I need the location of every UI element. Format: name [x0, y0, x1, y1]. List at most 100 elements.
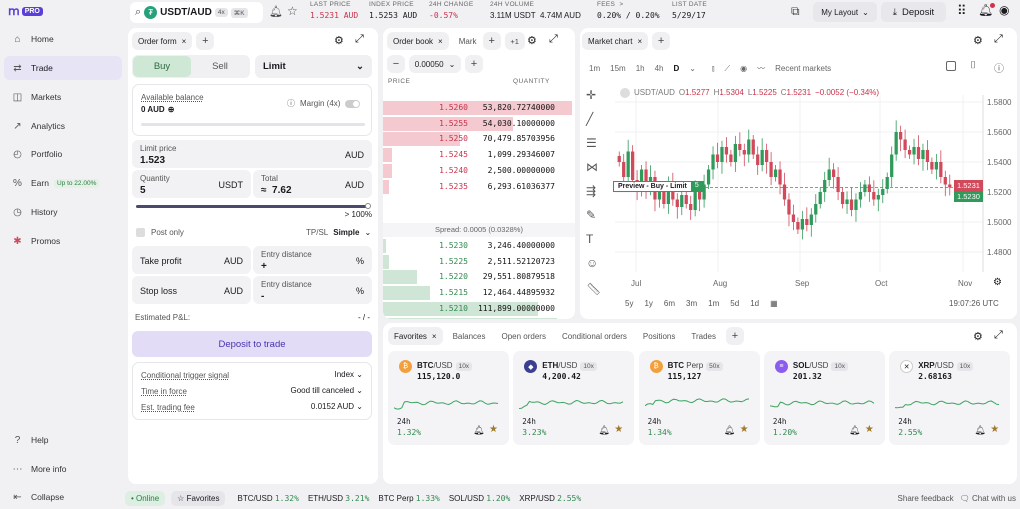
- layout-icon[interactable]: ⧉: [791, 4, 800, 18]
- tif-select[interactable]: Good till canceled ⌄: [290, 386, 363, 395]
- gear-icon[interactable]: ⚙: [527, 35, 537, 47]
- star-icon[interactable]: ★: [739, 424, 749, 435]
- close-icon[interactable]: ×: [438, 36, 443, 46]
- prediction-icon[interactable]: ⇶: [586, 184, 597, 198]
- favorite-card[interactable]: ₿ BTC/USD 10x 115,120.0 24h 1.32% 🔔︎ ★: [388, 351, 509, 445]
- tab-open-orders[interactable]: Open orders: [496, 327, 552, 345]
- ticker-item[interactable]: BTC/USD 1.32%: [237, 494, 298, 503]
- compare-icon[interactable]: 〰: [757, 64, 766, 73]
- ticker-item[interactable]: BTC Perp 1.33%: [378, 494, 439, 503]
- sidebar-item-history[interactable]: ◷ History: [4, 200, 122, 224]
- more-tabs-button[interactable]: +1: [504, 32, 525, 50]
- star-icon[interactable]: ☆: [287, 4, 298, 18]
- expand-icon[interactable]: ⤢: [994, 33, 1003, 45]
- gear-icon[interactable]: ⚙: [334, 35, 344, 47]
- bell-icon[interactable]: 🔔︎: [723, 425, 736, 435]
- account-icon[interactable]: ◉: [999, 3, 1010, 17]
- sell-button[interactable]: Sell: [191, 56, 249, 77]
- favorites-button[interactable]: ☆ Favorites: [171, 490, 226, 506]
- help-icon[interactable]: ⓘ: [994, 64, 1004, 75]
- expand-icon[interactable]: ⤢: [549, 33, 558, 45]
- star-icon[interactable]: ★: [990, 424, 1000, 435]
- bid-row[interactable]: 1.5220 29,551.80879518: [383, 269, 573, 285]
- emoji-icon[interactable]: ☺: [586, 256, 599, 270]
- fullscreen-icon[interactable]: [946, 61, 956, 71]
- expand-icon[interactable]: ⤢: [994, 329, 1003, 341]
- gear-icon[interactable]: ⚙: [973, 331, 983, 343]
- take-profit-input[interactable]: Take profit AUD: [132, 246, 251, 274]
- crosshair-icon[interactable]: ✛: [586, 88, 597, 102]
- camera-icon[interactable]: ⌷: [970, 60, 976, 71]
- brush-icon[interactable]: ✎: [586, 208, 597, 222]
- add-tab-icon[interactable]: +: [482, 32, 501, 50]
- sidebar-item-home[interactable]: ⌂ Home: [4, 27, 122, 51]
- sidebar-item-help[interactable]: ? Help: [4, 428, 122, 452]
- ask-row[interactable]: 1.5255 54,030.10000000: [383, 116, 573, 131]
- ticker-item[interactable]: SOL/USD 1.20%: [449, 494, 510, 503]
- stop-loss-distance-input[interactable]: Entry distance -%: [253, 276, 372, 304]
- range-1y[interactable]: 1y: [644, 299, 653, 308]
- tab-order-form[interactable]: Order form ×: [132, 32, 193, 50]
- candlestick-chart[interactable]: 1.5800 1.5600 1.5400 1.5200 1.5000 1.4800 Jul A…: [580, 95, 1017, 295]
- bell-icon[interactable]: 🔔︎: [598, 425, 610, 435]
- expand-icon[interactable]: ⤢: [355, 33, 364, 45]
- tab-trades[interactable]: Trades: [685, 327, 722, 345]
- tpsl-selector[interactable]: TP/SL Simple ⌄: [306, 228, 371, 237]
- tf-1m[interactable]: 1m: [589, 64, 601, 73]
- decrease-tick-button[interactable]: −: [387, 55, 405, 73]
- range-1m[interactable]: 1m: [708, 299, 720, 308]
- conditional-select[interactable]: Index ⌄: [334, 370, 363, 379]
- favorite-card[interactable]: ◆ ETH/USD 10x 4,200.42 24h 3.23% 🔔︎ ★: [513, 351, 635, 445]
- settings-icon[interactable]: ⚙: [993, 277, 1002, 288]
- add-tab-icon[interactable]: +: [725, 327, 744, 345]
- favorite-card[interactable]: ₿ BTC Perp 50x 115,127 24h 1.34% 🔔︎ ★: [638, 351, 760, 445]
- ask-row[interactable]: 1.5260 53,820.72740000: [383, 100, 573, 115]
- range-6m[interactable]: 6m: [663, 299, 676, 308]
- total-input[interactable]: Total ≈ 7.62 AUD: [253, 170, 372, 198]
- favorite-card[interactable]: ≡ SOL/USD 10x 201.32 24h 1.20% 🔔︎ ★: [763, 351, 885, 445]
- range-3m[interactable]: 3m: [686, 299, 698, 308]
- ask-row[interactable]: 1.5235 6,293.61036377: [383, 179, 573, 194]
- recent-markets[interactable]: Recent markets: [775, 64, 832, 73]
- bid-row[interactable]: 1.5215 12,464.44895932: [383, 285, 573, 301]
- sidebar-collapse[interactable]: ⇤ Collapse: [4, 485, 122, 509]
- margin-toggle[interactable]: [345, 99, 361, 108]
- tf-15m[interactable]: 15m: [610, 64, 626, 73]
- ruler-icon[interactable]: 📏︎: [586, 282, 602, 296]
- sidebar-item-markets[interactable]: ◫ Markets: [4, 85, 122, 109]
- pattern-icon[interactable]: ⋈: [586, 160, 598, 174]
- eye-icon[interactable]: ◉: [740, 64, 748, 73]
- ask-row[interactable]: 1.5245 1,099.29346007: [383, 147, 573, 163]
- bell-icon[interactable]: 🔔︎: [269, 6, 283, 18]
- ask-row[interactable]: 1.5250 70,479.85703956: [383, 131, 573, 147]
- fib-icon[interactable]: ☰: [586, 136, 597, 150]
- order-preview-line[interactable]: Preview - Buy - Limit 5: [613, 181, 704, 192]
- share-feedback-link[interactable]: Share feedback: [897, 493, 954, 503]
- range-1d[interactable]: 1d: [750, 299, 760, 308]
- tab-balances[interactable]: Balances: [447, 327, 492, 345]
- buy-button[interactable]: Buy: [133, 56, 191, 77]
- logo[interactable]: ⅿ PRO: [8, 4, 43, 18]
- fee-value[interactable]: 0.0152 AUD ⌄: [311, 402, 363, 411]
- sidebar-item-portfolio[interactable]: ◴ Portfolio: [4, 142, 122, 166]
- range-5d[interactable]: 5d: [730, 299, 740, 308]
- add-circle-icon[interactable]: ⊕: [167, 105, 175, 114]
- bell-icon[interactable]: 🔔︎: [974, 425, 986, 435]
- close-icon[interactable]: ×: [181, 36, 187, 46]
- star-icon[interactable]: ★: [489, 424, 498, 435]
- take-profit-distance-input[interactable]: Entry distance +%: [253, 246, 372, 274]
- limit-price-input[interactable]: Limit price 1.523 AUD: [132, 140, 372, 168]
- deposit-to-trade-button[interactable]: Deposit to trade: [132, 331, 372, 357]
- close-icon[interactable]: ×: [431, 331, 437, 341]
- star-icon[interactable]: ★: [614, 424, 624, 435]
- notifications-icon[interactable]: 🔔︎: [978, 3, 996, 17]
- chevron-down-icon[interactable]: ⌄: [689, 64, 696, 73]
- bid-row[interactable]: 1.5205 18,205.62533272: [383, 317, 573, 319]
- tab-conditional-orders[interactable]: Conditional orders: [556, 327, 633, 345]
- sidebar-item-earn[interactable]: % Earn Up to 22.00%: [4, 171, 122, 195]
- chat-button[interactable]: 🗨︎ Chat with us: [960, 494, 1016, 503]
- tf-d[interactable]: D: [673, 64, 680, 73]
- bid-row[interactable]: 1.5230 3,246.40000000: [383, 238, 573, 253]
- calendar-icon[interactable]: ▦: [770, 299, 778, 308]
- add-tab-icon[interactable]: +: [652, 32, 671, 50]
